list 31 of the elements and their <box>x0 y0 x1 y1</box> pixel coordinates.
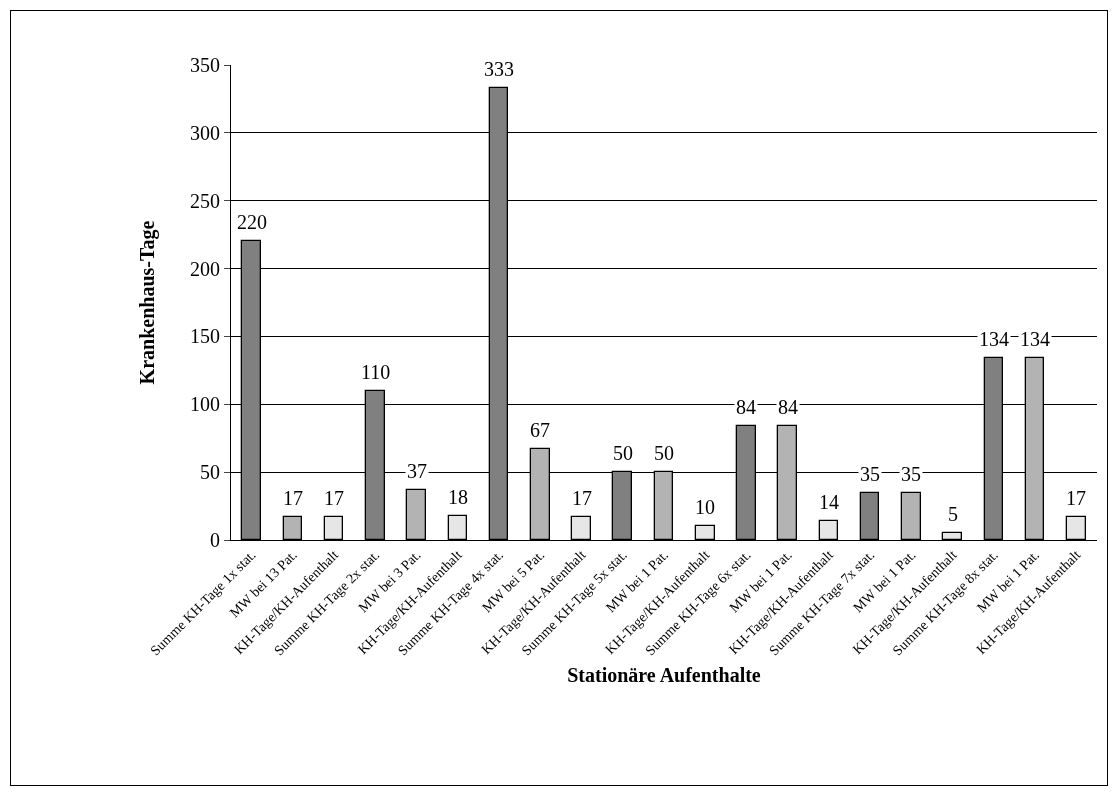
y-tick-label: 250 <box>190 189 220 212</box>
y-tick-label: 0 <box>210 529 220 551</box>
data-label: 35 <box>860 463 880 485</box>
y-tick-label: 150 <box>190 325 220 348</box>
data-label: 18 <box>448 486 468 508</box>
data-label: 10 <box>695 496 715 518</box>
data-label: 333 <box>484 58 514 80</box>
data-label: 35 <box>901 463 921 485</box>
data-label: 134 <box>979 328 1009 350</box>
y-tick-label: 350 <box>190 54 220 76</box>
y-tick-label: 200 <box>190 257 220 280</box>
y-axis-title: Krankenhaus-Tage <box>135 220 159 385</box>
data-label: 84 <box>736 396 756 418</box>
y-tick-label: 300 <box>190 121 220 144</box>
y-tick-label: 50 <box>200 461 220 484</box>
data-label: 50 <box>613 442 633 464</box>
data-label: 17 <box>572 487 592 509</box>
data-label: 17 <box>283 487 303 509</box>
data-label: 14 <box>819 491 839 513</box>
data-label: 37 <box>407 460 427 482</box>
x-axis-title: Stationäre Aufenthalte <box>567 663 761 686</box>
data-label: 134 <box>1020 328 1050 350</box>
data-label: 17 <box>324 487 344 509</box>
data-label: 17 <box>1066 487 1086 509</box>
data-label: 50 <box>654 442 674 464</box>
y-tick-label: 100 <box>190 393 220 416</box>
data-label: 67 <box>530 419 550 441</box>
data-label: 5 <box>948 503 958 525</box>
data-label: 220 <box>237 211 267 233</box>
data-label: 84 <box>778 396 798 418</box>
data-label: 110 <box>361 361 391 383</box>
